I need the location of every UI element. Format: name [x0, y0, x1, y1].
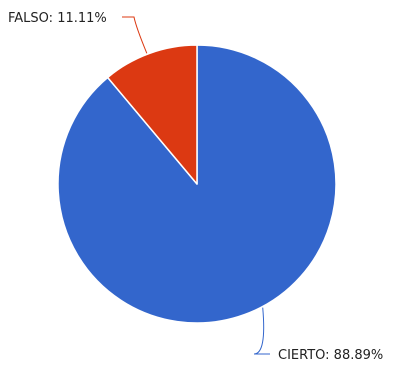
pie-slices [57, 44, 337, 324]
leader-line-cierto [253, 307, 270, 355]
leader-lines [122, 16, 270, 355]
slice-label-cierto: CIERTO: 88.89% [278, 348, 383, 363]
slice-label-falso: FALSO: 11.11% [8, 11, 107, 26]
pie-slice-falso[interactable] [106, 44, 198, 185]
leader-line-falso [122, 16, 148, 54]
